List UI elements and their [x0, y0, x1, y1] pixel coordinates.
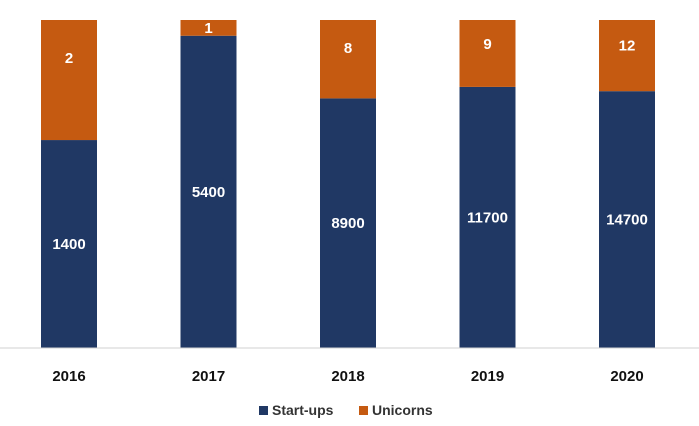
bar-unicorns-2020	[599, 20, 655, 91]
data-label-unicorns-2016: 2	[65, 50, 73, 67]
bar-unicorns-2018	[320, 20, 376, 98]
x-tick-label-2020: 2020	[610, 368, 643, 385]
x-tick-label-2018: 2018	[331, 368, 364, 385]
data-label-startups-2019: 11700	[467, 209, 508, 226]
x-tick-labels: 2016 2017 2018 2019 2020	[52, 368, 643, 385]
data-label-unicorns-2017: 1	[204, 20, 212, 37]
data-label-unicorns-2020: 12	[619, 38, 636, 55]
bar-unicorns-2016	[41, 20, 97, 140]
data-label-startups-2017: 5400	[192, 184, 225, 201]
bars-group: 1400 2 5400 1 8900 8 11700 9 14700 12	[41, 20, 655, 348]
legend-swatch-startups	[259, 406, 268, 415]
data-label-startups-2016: 1400	[52, 236, 85, 253]
legend-label-startups: Start-ups	[272, 402, 334, 418]
x-tick-label-2016: 2016	[52, 368, 85, 385]
data-label-startups-2018: 8900	[331, 215, 364, 232]
legend-label-unicorns: Unicorns	[372, 402, 433, 418]
x-tick-label-2017: 2017	[192, 368, 225, 385]
bar-unicorns-2019	[460, 20, 516, 87]
data-label-unicorns-2019: 9	[483, 36, 491, 53]
legend-swatch-unicorns	[359, 406, 368, 415]
legend: Start-ups Unicorns	[259, 402, 433, 418]
data-label-startups-2020: 14700	[606, 212, 648, 229]
data-label-unicorns-2018: 8	[344, 40, 352, 57]
x-tick-label-2019: 2019	[471, 368, 504, 385]
